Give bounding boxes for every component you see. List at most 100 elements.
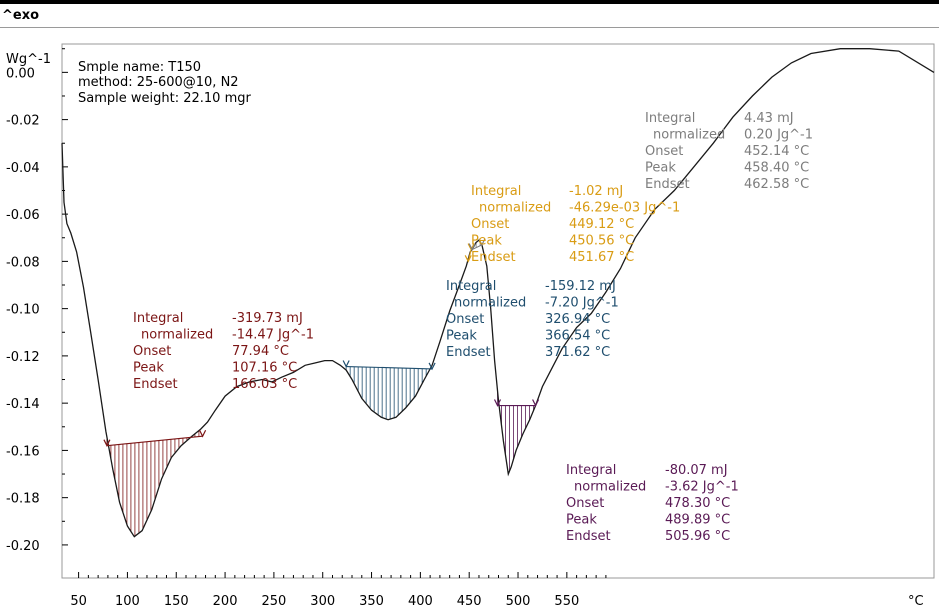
annotation-label: normalized <box>141 328 213 343</box>
x-tick-label: 200 <box>213 594 238 609</box>
y-tick-label: -0.12 <box>6 350 40 365</box>
annotation-value: 505.96 °C <box>665 529 730 544</box>
x-tick-label: 450 <box>457 594 482 609</box>
peak-4-annotation: Integral 4.43 mJ normalized 0.20 Jg^-1 Onset… <box>645 111 813 192</box>
annotation-value: -7.20 Jg^-1 <box>545 296 619 311</box>
y-tick-label: -0.04 <box>6 161 40 176</box>
y-tick-label: 0.00 <box>6 66 35 81</box>
annotation-label: Endset <box>133 377 178 392</box>
annotation-value: 462.58 °C <box>744 177 809 192</box>
annotation-value: 326.94 °C <box>545 312 610 327</box>
peak-endset-marker <box>467 243 475 251</box>
peak-endset-marker <box>532 399 540 407</box>
sample-name: Smple name: T150 <box>78 60 201 75</box>
peak-onset-marker <box>468 243 476 251</box>
annotation-label: Onset <box>645 144 683 159</box>
peak-1-annotation: Integral -319.73 mJ normalized -14.47 Jg^-1… <box>133 311 314 392</box>
sample-info: Smple name: T150 method: 25-600@10, N2 S… <box>78 60 251 106</box>
peak-annotations: Integral -319.73 mJ normalized -14.47 Jg^-1… <box>133 111 813 544</box>
y-tick-label: -0.02 <box>6 114 40 129</box>
y-tick-label: -0.18 <box>6 492 40 507</box>
peak-baseline <box>346 365 433 370</box>
x-axis-ticks: 50 100 150 200 250 300 350 400 450 500 550 <box>70 572 607 609</box>
annotation-label: Integral <box>446 279 496 294</box>
annotation-label: Integral <box>645 111 695 126</box>
annotation-value: -319.73 mJ <box>232 311 303 326</box>
annotation-label: Peak <box>446 329 477 344</box>
y-tick-label: -0.08 <box>6 255 40 270</box>
annotation-value: 489.89 °C <box>665 513 730 528</box>
x-tick-label: 300 <box>310 594 335 609</box>
annotation-label: normalized <box>454 296 526 311</box>
peak-baseline <box>471 244 483 251</box>
annotation-value: 452.14 °C <box>744 144 809 159</box>
annotation-label: normalized <box>574 480 646 495</box>
annotation-value: 4.43 mJ <box>744 111 794 126</box>
annotation-value: -80.07 mJ <box>665 463 728 478</box>
x-tick-label: 400 <box>408 594 433 609</box>
annotation-label: normalized <box>653 128 725 143</box>
annotation-value: -159.12 mJ <box>545 279 616 294</box>
annotation-value: 451.67 °C <box>569 250 634 265</box>
peak-baseline <box>106 435 203 447</box>
annotation-label: Onset <box>471 217 509 232</box>
y-tick-label: -0.10 <box>6 303 40 318</box>
annotation-value: 77.94 °C <box>232 344 289 359</box>
annotation-value: 0.20 Jg^-1 <box>744 128 813 143</box>
peak-endset-marker <box>478 238 486 247</box>
annotation-value: 458.40 °C <box>744 161 809 176</box>
annotation-value: 107.16 °C <box>232 361 297 376</box>
annotation-label: Onset <box>133 344 171 359</box>
x-tick-label: 100 <box>115 594 140 609</box>
peak-onset-marker <box>464 255 472 263</box>
dsc-chart: Wg^-1 °C 0.00 -0.02 -0.04 -0.06 -0.08 -0.10 -0… <box>6 43 935 609</box>
plot-frame <box>61 43 935 579</box>
peak-onset-marker <box>103 439 111 448</box>
annotation-value: 366.54 °C <box>545 329 610 344</box>
top-bar <box>0 0 939 4</box>
peak-onset-marker <box>342 360 350 368</box>
annotation-label: Peak <box>645 161 676 176</box>
annotation-label: Peak <box>471 234 502 249</box>
annotation-label: Endset <box>645 177 690 192</box>
x-axis-label: °C <box>908 594 924 609</box>
annotation-label: Onset <box>446 312 484 327</box>
peak-onset-marker <box>493 399 502 407</box>
dsc-curve <box>61 48 935 538</box>
y-tick-label: -0.20 <box>6 539 40 554</box>
peak-5-annotation: Integral -80.07 mJ normalized -3.62 Jg^-1 On… <box>566 463 739 544</box>
x-tick-label: 500 <box>506 594 531 609</box>
annotation-value: -1.02 mJ <box>569 184 623 199</box>
annotation-label: Integral <box>133 311 183 326</box>
x-tick-label: 250 <box>261 594 286 609</box>
annotation-label: Peak <box>566 513 597 528</box>
header-divider <box>0 27 939 28</box>
annotation-value: 450.56 °C <box>569 234 634 249</box>
exo-direction-label: ^exo <box>2 8 40 23</box>
peak-endset-marker <box>199 429 207 438</box>
x-tick-label: 350 <box>359 594 384 609</box>
x-tick-label: 150 <box>164 594 189 609</box>
annotation-value: 371.62 °C <box>545 345 610 360</box>
y-axis-ticks: 0.00 -0.02 -0.04 -0.06 -0.08 -0.10 -0.12 -0.14 -… <box>6 48 68 554</box>
annotation-value: 166.03 °C <box>232 377 297 392</box>
annotation-label: Integral <box>471 184 521 199</box>
peak-3-annotation: Integral -1.02 mJ normalized -46.29e-03 Jg^… <box>471 184 680 265</box>
annotation-label: Integral <box>566 463 616 478</box>
annotation-label: Endset <box>566 529 611 544</box>
series-layer <box>61 48 935 538</box>
annotation-value: -14.47 Jg^-1 <box>232 328 314 343</box>
annotation-value: 478.30 °C <box>665 496 730 511</box>
annotation-label: Endset <box>446 345 491 360</box>
y-tick-label: -0.14 <box>6 397 40 412</box>
sample-weight: Sample weight: 22.10 mgr <box>78 91 251 106</box>
sample-method: method: 25-600@10, N2 <box>78 75 239 90</box>
annotation-value: -3.62 Jg^-1 <box>665 480 739 495</box>
peak-baselines <box>103 238 540 448</box>
y-tick-label: -0.06 <box>6 208 40 223</box>
peak-endset-marker <box>428 362 436 371</box>
annotation-label: Onset <box>566 496 604 511</box>
y-tick-label: -0.16 <box>6 444 40 459</box>
annotation-label: Peak <box>133 361 164 376</box>
annotation-value: 449.12 °C <box>569 217 634 232</box>
